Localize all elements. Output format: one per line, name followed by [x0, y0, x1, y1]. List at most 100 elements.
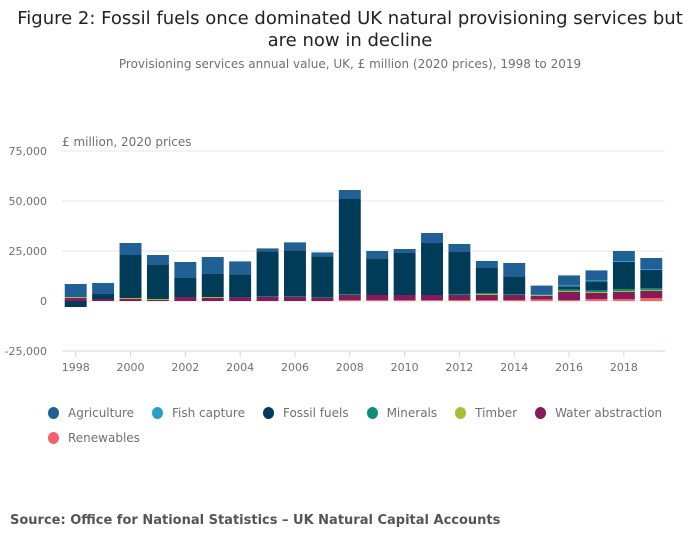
bar-segment: [338, 199, 361, 294]
bar-segment: [530, 299, 553, 301]
legend-label: Timber: [475, 406, 518, 420]
bar-segment: [503, 300, 526, 301]
bar-segment: [119, 298, 142, 299]
x-tick-label: 2018: [610, 361, 638, 374]
x-tick-label: 2014: [500, 361, 528, 374]
bar-segment: [612, 289, 635, 291]
bar-segment: [229, 297, 252, 301]
bar-segment: [612, 251, 635, 261]
bar-segment: [530, 294, 553, 296]
bar-segment: [612, 262, 635, 289]
bar-segment: [640, 258, 663, 269]
legend-item[interactable]: Water abstraction: [535, 406, 662, 420]
bar-segment: [558, 286, 581, 290]
bar-segment: [64, 284, 87, 297]
bar-segment: [92, 299, 115, 301]
bar-segment: [393, 249, 416, 253]
legend-item[interactable]: Agriculture: [48, 406, 134, 420]
bar-segment: [640, 269, 663, 270]
source-note: Source: Office for National Statistics –…: [10, 513, 501, 528]
legend-label: Renewables: [68, 431, 140, 445]
y-tick-label: 50,000: [9, 195, 48, 208]
bar-segment: [256, 251, 279, 297]
y-tick-label: 75,000: [9, 145, 48, 158]
bar-segment: [640, 290, 663, 291]
legend-dot-icon: [152, 407, 163, 419]
bar-segment: [146, 300, 169, 301]
legend-dot-icon: [535, 407, 547, 419]
chart-svg: 75,000 50,000 25,000 0 -25,000 £ million, 202…: [5, 135, 665, 374]
bar-segment: [612, 299, 635, 301]
bar-segment: [585, 270, 608, 281]
x-tick-label: 2016: [555, 361, 583, 374]
legend-dot-icon: [48, 432, 59, 444]
legend-dot-icon: [48, 407, 59, 419]
x-tick-label: 2010: [391, 361, 419, 374]
legend-item[interactable]: Fossil fuels: [262, 406, 349, 420]
bar-segment: [421, 233, 443, 243]
chart-subtitle: Provisioning services annual value, UK, …: [118, 57, 582, 71]
bar-segment: [256, 296, 279, 297]
bar-segment: [201, 257, 224, 274]
bar-segment: [366, 259, 389, 295]
bar-segment: [558, 300, 581, 301]
legend-item[interactable]: Minerals: [366, 406, 438, 420]
bar-segment: [146, 265, 169, 299]
bar-segment: [585, 281, 608, 291]
bar-segment: [475, 293, 498, 294]
bar-segment: [558, 292, 581, 300]
bar-segment: [585, 280, 608, 282]
x-tick-label: 2002: [171, 361, 199, 374]
bar-segment: [338, 294, 361, 295]
bar-segment: [475, 300, 498, 301]
bar-segment: [448, 300, 471, 301]
bar-segment: [640, 288, 663, 290]
bar-segment: [448, 295, 471, 300]
bar-segment: [475, 268, 498, 293]
x-tick-label: 2006: [281, 361, 309, 374]
x-tick-label: 2000: [117, 361, 145, 374]
y-axis-label: £ million, 2020 prices: [62, 135, 192, 149]
bar-segment: [612, 261, 635, 262]
bar-segment: [64, 297, 87, 298]
bar-segment: [448, 244, 471, 252]
bar-segment: [503, 294, 526, 295]
bar-segment: [393, 253, 416, 295]
bar-segment: [585, 293, 608, 299]
bar-segment: [174, 297, 197, 301]
legend: Agriculture Fish capture Fossil fuels Miner…: [48, 406, 688, 456]
bar-segment: [475, 294, 498, 295]
bar-segment: [393, 295, 416, 300]
bar-segment: [366, 295, 389, 300]
bar-segment: [311, 298, 334, 301]
legend-item[interactable]: Fish capture: [152, 406, 245, 420]
bar-segment: [612, 292, 635, 299]
legend-dot-icon: [262, 407, 274, 419]
bar-segment: [92, 283, 115, 294]
bar-segment: [448, 252, 471, 294]
bar-segment: [421, 243, 443, 295]
bar-segment: [229, 261, 252, 275]
legend-label: Fish capture: [172, 406, 245, 420]
bar-segment: [284, 297, 306, 301]
legend-item[interactable]: Renewables: [48, 431, 140, 445]
bar-segment: [366, 251, 389, 259]
bar-segment: [558, 289, 581, 291]
legend-dot-icon: [455, 407, 467, 419]
bar-segment: [338, 190, 361, 199]
bar-segment: [284, 242, 306, 251]
bar-segment: [201, 274, 224, 297]
bar-segment: [311, 256, 334, 298]
bar-segment: [421, 295, 443, 300]
legend-dot-icon: [366, 407, 378, 419]
bar-segment: [585, 299, 608, 301]
bar-segment: [585, 290, 608, 292]
bar-segment: [366, 300, 389, 301]
bar-segment: [64, 298, 87, 301]
bar-segment: [284, 296, 306, 297]
y-tick-label: -25,000: [5, 345, 47, 358]
bar-segment: [558, 291, 581, 292]
bar-segment: [558, 275, 581, 286]
legend-item[interactable]: Timber: [455, 406, 517, 420]
legend-label: Minerals: [386, 406, 438, 420]
